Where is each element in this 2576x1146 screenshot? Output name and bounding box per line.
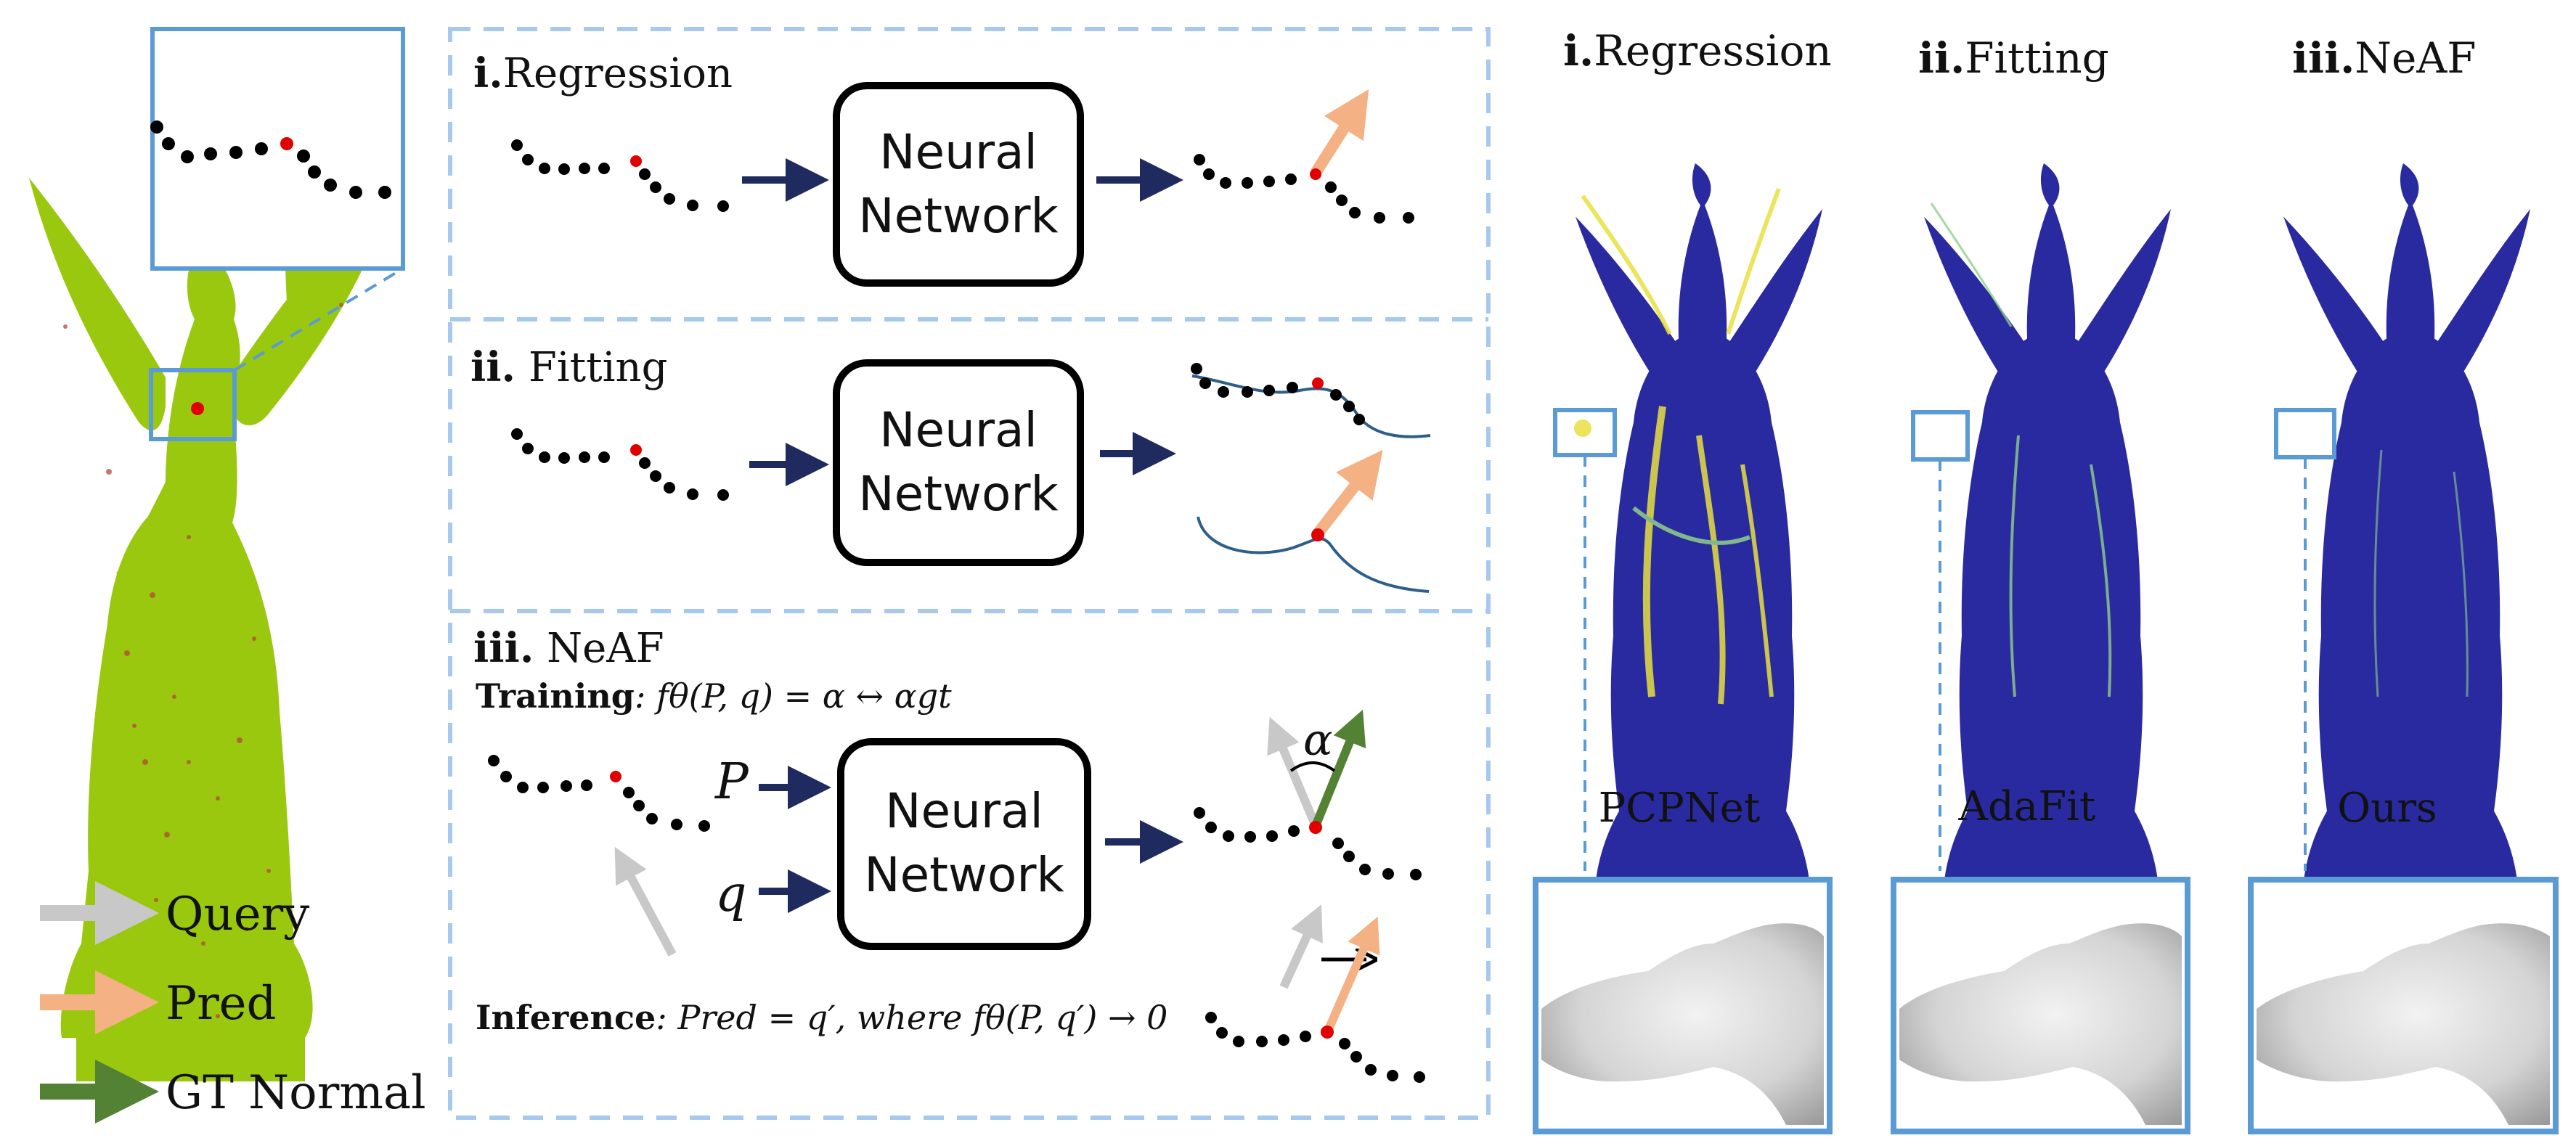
neaf-training-label: Training (476, 676, 635, 716)
neaf-inference-query-arrow (1279, 904, 1323, 989)
neaf-query-arrow (614, 846, 677, 957)
fitting-nn-line1: Neural (879, 402, 1038, 458)
comparison-header-3-num: iii. (2292, 33, 2355, 83)
regression-output-query-point (1310, 168, 1321, 180)
neaf-nn-box (837, 738, 1091, 950)
legend-gt: GT Normal (40, 1060, 426, 1124)
neaf-nn-line1: Neural (885, 783, 1043, 839)
comparison-header-2-num: ii. (1918, 33, 1965, 83)
neaf-input-points (488, 755, 710, 832)
panel-regression-title: i.Regression (473, 49, 733, 97)
method-label-ours: Ours (2337, 785, 2437, 832)
regression-pred-arrow (1311, 89, 1369, 176)
panel-fitting-label: Fitting (515, 344, 667, 391)
zoom-source-box (149, 368, 237, 441)
panel-neaf-num: iii. (473, 624, 534, 672)
neaf-training-formula: : fθ(P, q) = α ↔ αgt (635, 676, 952, 716)
comparison-header-1-text: Regression (1594, 26, 1832, 75)
ours-zoom-box (2274, 408, 2336, 459)
neaf-output-points (1194, 807, 1422, 880)
neaf-inference-formula: : Pred = q′, where fθ(P, q′) → 0 (656, 998, 1167, 1037)
heatmap-adafit (1911, 163, 2171, 925)
neaf-input-q: q (715, 866, 747, 923)
panel-regression-label: Regression (503, 50, 733, 97)
zoom-point-cloud (150, 120, 391, 199)
legend-pred-label: Pred (166, 977, 277, 1031)
panel-fitting-title: ii. Fitting (470, 343, 667, 391)
heatmap-pcpnet (1553, 163, 1822, 925)
panel-neaf-title: iii. NeAF (473, 624, 664, 672)
comparison-section: i.Regression ii.Fitting iii.NeAF (1533, 26, 2559, 1134)
fitting-input-points (511, 428, 729, 501)
fitting-nn-box (833, 359, 1084, 566)
hand-zoom-pcpnet (1533, 877, 1833, 1134)
hand-zoom-ours (2248, 877, 2559, 1134)
comparison-header-2: ii.Fitting (1918, 33, 2109, 83)
regression-nn-line2: Network (858, 188, 1059, 244)
method-label-pcpnet: PCPNet (1599, 785, 1761, 832)
panels-outer-border (448, 27, 1491, 1120)
neaf-inference-line: Inference: Pred = q′, where fθ(P, q′) → … (476, 998, 1167, 1037)
neaf-alpha: α (1303, 715, 1333, 766)
fitting-polynomial-curve (1197, 516, 1430, 593)
panel-neaf: iii. NeAF Training: fθ(P, q) = α ↔ αgt P… (473, 624, 1425, 1083)
neaf-nn-line2: Network (864, 847, 1064, 903)
fitting-nn-line2: Network (858, 466, 1059, 522)
method-label-adafit: AdaFit (1958, 783, 2096, 830)
neaf-input-p: P (714, 753, 749, 811)
panel-fitting: ii. Fitting Neural Network (470, 343, 1431, 593)
legend-query: Query (40, 881, 309, 945)
heatmap-ours (2274, 163, 2530, 925)
regression-nn-box (833, 82, 1084, 287)
comparison-header-3-text: NeAF (2355, 33, 2476, 83)
neaf-gt-arrow (1311, 709, 1366, 828)
neaf-inference-pred-arrow (1324, 917, 1380, 1031)
neaf-angle-arc (1289, 761, 1336, 772)
neaf-inference-points (1205, 1012, 1425, 1083)
regression-output-points (1194, 154, 1414, 224)
comparison-header-1: i.Regression (1563, 26, 1832, 75)
legend: Query Pred GT Normal (40, 881, 426, 1124)
legend-gt-label: GT Normal (166, 1066, 426, 1120)
adafit-zoom-box (1911, 410, 1970, 462)
left-statue-section: Query Pred GT Normal (29, 27, 426, 1124)
neaf-output-query-point (1309, 821, 1322, 834)
neaf-output-query-arrow (1267, 716, 1320, 828)
comparison-header-3: iii.NeAF (2292, 33, 2477, 83)
neaf-inference-query-point (1321, 1026, 1334, 1039)
zoom-connector (233, 267, 404, 372)
comparison-header-2-text: Fitting (1965, 33, 2108, 83)
statue-green-model (29, 178, 392, 1081)
regression-input-points (511, 139, 729, 212)
hand-render-pcpnet (1541, 923, 1824, 1125)
query-point-on-statue (191, 402, 204, 415)
panel-regression-num: i. (473, 49, 503, 97)
regression-nn-line1: Neural (879, 124, 1038, 180)
fitting-output-points (1191, 363, 1365, 425)
hand-render-ours (2257, 923, 2550, 1125)
panel-regression: i.Regression Neural Network (473, 49, 1414, 287)
fitting-surface-curve (1191, 375, 1431, 438)
zoom-inset-box (150, 27, 405, 271)
hand-render-adafit (1899, 923, 2182, 1125)
legend-pred: Pred (40, 970, 277, 1034)
fitting-query-point (1311, 528, 1324, 541)
neaf-training-line: Training: fθ(P, q) = α ↔ αgt (476, 676, 952, 716)
panel-fitting-num: ii. (470, 343, 515, 391)
hand-zoom-adafit (1891, 877, 2190, 1134)
neaf-inference-label: Inference (476, 998, 656, 1037)
method-panels: i.Regression Neural Network (448, 27, 1491, 1120)
legend-query-label: Query (166, 888, 309, 941)
comparison-header-1-num: i. (1563, 26, 1594, 75)
fitting-pred-arrow (1313, 449, 1383, 537)
panel-neaf-label: NeAF (534, 625, 664, 672)
